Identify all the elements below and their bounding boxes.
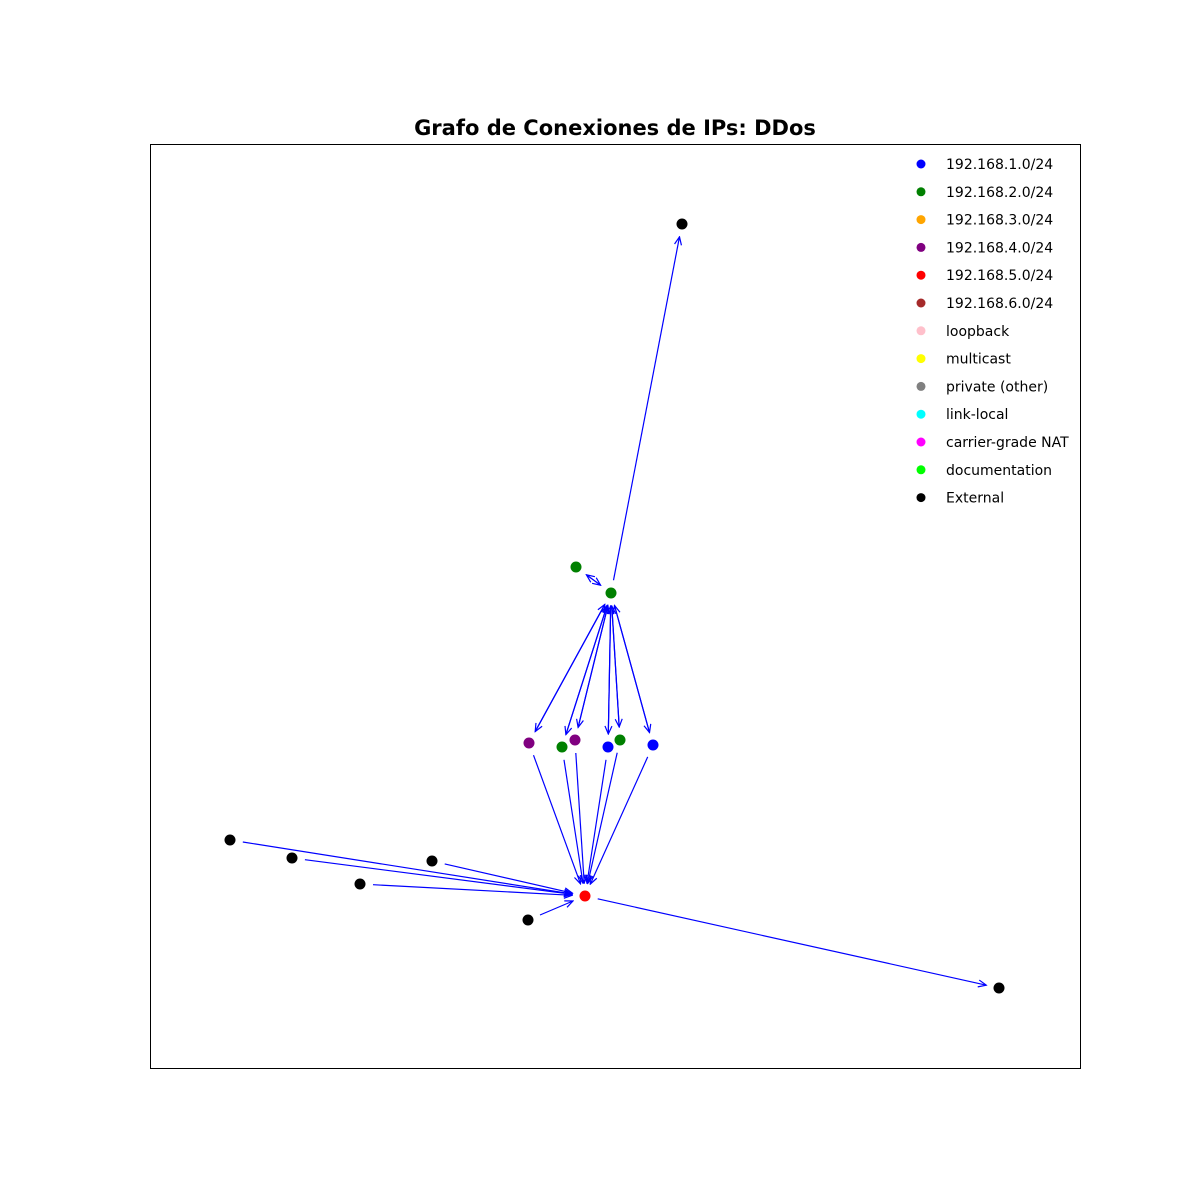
edge-n12-n10 [304, 859, 572, 895]
node-n3[interactable] [676, 218, 688, 230]
node-n10[interactable] [579, 890, 591, 902]
legend-label-2: 192.168.3.0/24 [946, 213, 1053, 229]
node-n15[interactable] [522, 914, 534, 926]
edge-n11-n10 [242, 841, 572, 894]
edge-n9-n10 [590, 756, 649, 884]
legend-marker-1 [916, 187, 926, 197]
legend-label-6: loopback [946, 324, 1010, 340]
legend-label-1: 192.168.2.0/24 [946, 185, 1053, 201]
node-n14[interactable] [426, 855, 438, 867]
edge-n6-n10 [575, 752, 584, 883]
edge-n7-n10 [587, 759, 607, 883]
edge-n5-n1 [565, 605, 607, 735]
node-n1[interactable] [605, 587, 617, 599]
node-n6[interactable] [569, 734, 581, 746]
legend-marker-2 [916, 215, 926, 225]
legend-marker-0 [916, 159, 926, 169]
legend-marker-12 [916, 493, 926, 503]
edge-n6-n1 [577, 606, 608, 728]
legend-marker-9 [916, 409, 926, 419]
node-n4[interactable] [523, 737, 535, 749]
edge-n8-n10 [588, 752, 618, 884]
legend-label-4: 192.168.5.0/24 [946, 268, 1053, 284]
legend-marker-8 [916, 381, 926, 391]
legend-label-11: documentation [946, 463, 1052, 479]
edge-n9-n1 [615, 606, 651, 733]
legend-label-3: 192.168.4.0/24 [946, 240, 1053, 256]
node-n7[interactable] [602, 741, 614, 753]
legend-marker-5 [916, 298, 926, 308]
legend-marker-11 [916, 465, 926, 475]
legend-marker-3 [916, 242, 926, 252]
legend-marker-10 [916, 437, 926, 447]
edge-n2-n1 [586, 574, 600, 585]
legend-label-7: multicast [946, 352, 1011, 368]
legend: 192.168.1.0/24 192.168.2.0/24 192.168.3.0/… [916, 157, 1069, 507]
legend-label-5: 192.168.6.0/24 [946, 296, 1053, 312]
node-n11[interactable] [224, 834, 236, 846]
edge-n4-n10 [532, 754, 581, 884]
node-n12[interactable] [286, 852, 298, 864]
edge-n4-n1 [534, 604, 605, 732]
edge-n10-n16 [597, 898, 987, 985]
legend-label-12: External [946, 491, 1004, 507]
edge-n15-n10 [539, 901, 573, 916]
node-n8[interactable] [614, 734, 626, 746]
legend-label-10: carrier-grade NAT [946, 435, 1069, 451]
node-n13[interactable] [354, 878, 366, 890]
legend-label-8: private (other) [946, 379, 1048, 395]
plot-frame [150, 144, 1081, 1069]
legend-label-0: 192.168.1.0/24 [946, 157, 1053, 173]
node-n9[interactable] [647, 739, 659, 751]
edge-n5-n10 [563, 759, 583, 883]
edge-n14-n10 [444, 863, 573, 893]
edge-n8-n1 [612, 606, 620, 728]
legend-marker-6 [916, 326, 926, 336]
node-n5[interactable] [556, 741, 568, 753]
node-n16[interactable] [993, 982, 1005, 994]
node-n2[interactable] [570, 561, 582, 573]
legend-marker-7 [916, 354, 926, 364]
edge-n13-n10 [372, 884, 572, 896]
legend-label-9: link-local [946, 407, 1008, 423]
edge-n1-n3 [612, 237, 680, 581]
nodes-layer [224, 218, 1005, 994]
edges-layer [242, 237, 987, 985]
chart-title: Grafo de Conexiones de IPs: DDos [414, 116, 816, 140]
legend-marker-4 [916, 270, 926, 280]
edge-n7-n1 [608, 606, 610, 735]
